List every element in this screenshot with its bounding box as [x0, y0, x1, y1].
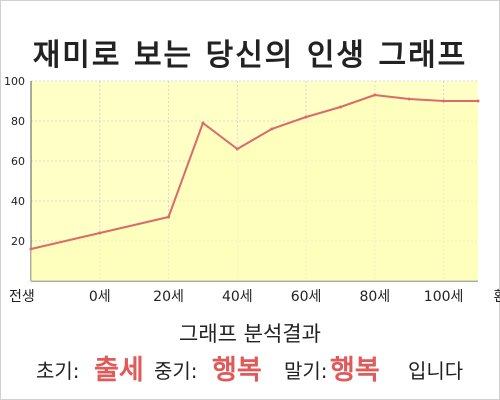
data-point — [235, 147, 239, 151]
late-value: 행복 — [330, 355, 380, 386]
y-tick-label: 40 — [11, 195, 25, 208]
x-tick-label: 20세 — [153, 289, 184, 305]
chart-title: 재미로 보는 당신의 인생 그래프 — [32, 38, 468, 73]
ending-text: 입니다 — [408, 359, 464, 383]
x-tick-label: 80세 — [359, 289, 390, 305]
y-tick-label: 100 — [4, 75, 25, 88]
data-point — [29, 247, 33, 251]
middle-value: 행복 — [212, 355, 262, 386]
data-point — [167, 215, 171, 219]
x-tick-label: 0세 — [89, 289, 111, 305]
x-tick-label: 전생 — [9, 289, 35, 305]
early-label: 초기: — [36, 359, 80, 383]
area-fill — [31, 95, 478, 281]
data-point — [338, 105, 342, 109]
x-tick-label: 40세 — [222, 289, 253, 305]
x-tick-label: 60세 — [291, 289, 322, 305]
x-tick-label: 100세 — [424, 289, 464, 305]
late-label: 말기: — [284, 359, 328, 383]
data-point — [442, 99, 446, 103]
data-point — [270, 127, 274, 131]
data-point — [373, 93, 377, 97]
data-point — [201, 121, 205, 125]
early-value: 출세 — [94, 355, 144, 386]
x-tick-labels: 전생 0세 20세 40세 60세 80세 100세 환생 — [9, 289, 500, 305]
y-tick-label: 60 — [11, 155, 25, 168]
y-tick-label: 80 — [11, 115, 25, 128]
area-layer — [29, 93, 480, 281]
data-point — [304, 115, 308, 119]
data-point — [476, 99, 480, 103]
middle-label: 중기: — [154, 359, 198, 383]
analysis-result: 초기: 출세 중기: 행복 말기: 행복 입니다 — [0, 345, 500, 386]
x-tick-label: 환생 — [494, 289, 500, 305]
analysis-title: 그래프 분석결과 — [179, 322, 321, 346]
data-point — [407, 97, 411, 101]
series-line — [30, 94, 478, 250]
y-tick-label: 20 — [11, 235, 25, 248]
data-point — [98, 231, 102, 235]
y-tick-labels: 20 40 60 80 100 — [4, 75, 25, 248]
